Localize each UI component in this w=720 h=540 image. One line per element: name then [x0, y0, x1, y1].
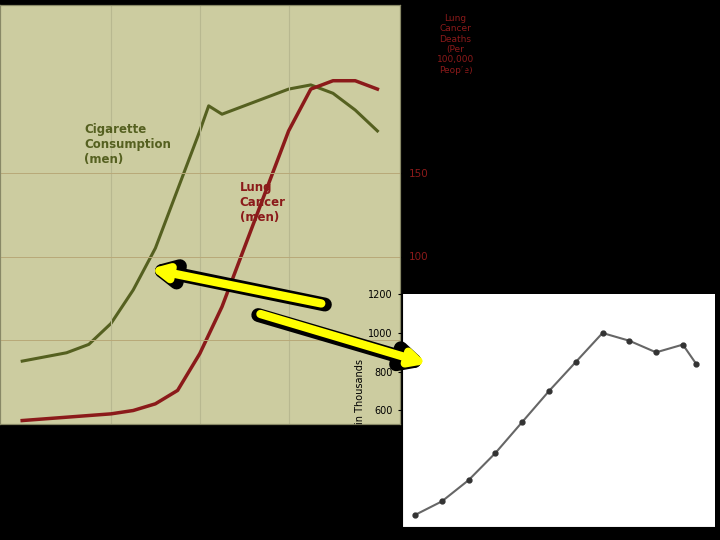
Text: Deaths from Cardiovascular
Disease: Deaths from Cardiovascular Disease	[441, 202, 680, 235]
Text: Cigarette
Consumption
(men): Cigarette Consumption (men)	[84, 123, 171, 166]
X-axis label: Year: Year	[188, 451, 212, 461]
Text: Lung
Cancer
(men): Lung Cancer (men)	[240, 181, 286, 224]
Text: Lung
Cancer
Deaths
(Per
100,000
People): Lung Cancer Deaths (Per 100,000 People)	[437, 14, 474, 75]
Y-axis label: Deaths in Thousands: Deaths in Thousands	[356, 359, 365, 462]
Text: 20-Year Lag Time Between Smoking and Lung Cancer: 20-Year Lag Time Between Smoking and Lun…	[0, 0, 315, 3]
Text: Clear Relation of
Smoking to Heart
Disease: Clear Relation of Smoking to Heart Disea…	[455, 64, 662, 136]
